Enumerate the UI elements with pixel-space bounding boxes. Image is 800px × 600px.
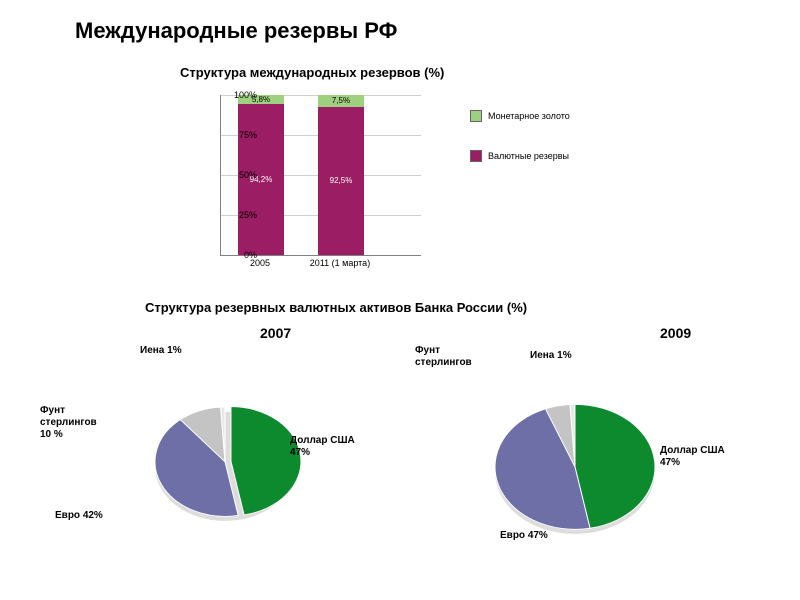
xtick: 2011 (1 марта) bbox=[310, 258, 370, 268]
bar-value-label: 7,5% bbox=[318, 96, 364, 105]
pie-slice bbox=[575, 405, 655, 529]
ytick: 0% bbox=[244, 250, 257, 260]
pie-slice-label: Доллар США47% bbox=[660, 445, 725, 469]
legend-item: Монетарное золото bbox=[470, 110, 570, 122]
pie-slice-label: Евро 42% bbox=[55, 510, 103, 522]
pies-title: Структура резервных валютных активов Бан… bbox=[145, 300, 527, 315]
ytick: 50% bbox=[239, 170, 257, 180]
legend-swatch bbox=[470, 110, 482, 122]
legend-label: Монетарное золото bbox=[488, 111, 570, 121]
pie-year-label: 2007 bbox=[260, 325, 291, 341]
legend-item: Валютные резервы bbox=[470, 150, 570, 162]
pie-slice-label: Евро 47% bbox=[500, 530, 548, 542]
pie-slice-label: Фунтстерлингов10 % bbox=[40, 405, 97, 441]
legend-label: Валютные резервы bbox=[488, 151, 569, 161]
ytick: 100% bbox=[234, 90, 257, 100]
pie-slice bbox=[231, 407, 301, 515]
page-root: Международные резервы РФ Структура между… bbox=[0, 0, 800, 600]
pie-slice-label: Фунтстерлингов bbox=[415, 345, 472, 369]
main-title: Международные резервы РФ bbox=[75, 18, 397, 44]
bar-chart: 94,2%5,8%92,5%7,5% 20052011 (1 марта) 0%… bbox=[180, 90, 460, 285]
bar: 92,5% 7,5% bbox=[318, 95, 364, 255]
pie-chart bbox=[140, 375, 310, 545]
bar-legend: Монетарное золото Валютные резервы bbox=[470, 110, 570, 190]
pie-year-label: 2009 bbox=[660, 325, 691, 341]
ytick: 75% bbox=[239, 130, 257, 140]
bar-chart-title: Структура международных резервов (%) bbox=[180, 65, 444, 80]
bar-segment: 92,5% bbox=[318, 107, 364, 255]
ytick: 25% bbox=[239, 210, 257, 220]
legend-swatch bbox=[470, 150, 482, 162]
pie-slice-label: Иена 1% bbox=[530, 350, 572, 362]
pie-slice-label: Доллар США47% bbox=[290, 435, 355, 459]
pie-slice-label: Иена 1% bbox=[140, 345, 182, 357]
bar-value-label: 92,5% bbox=[318, 176, 364, 185]
bar-segment: 7,5% bbox=[318, 95, 364, 107]
